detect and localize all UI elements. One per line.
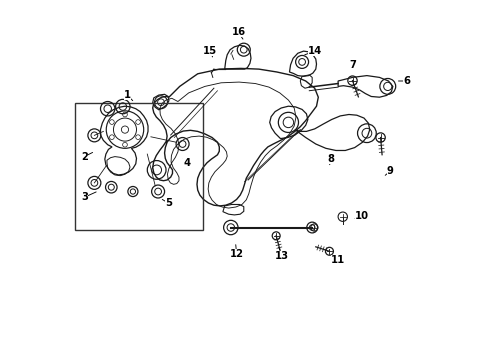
Text: 13: 13 — [275, 251, 289, 261]
Text: 12: 12 — [229, 249, 243, 259]
Text: 7: 7 — [348, 60, 355, 70]
Text: 2: 2 — [81, 152, 87, 162]
Text: 6: 6 — [402, 76, 409, 86]
Text: 5: 5 — [165, 198, 172, 208]
Bar — [75, 103, 203, 230]
Text: 16: 16 — [231, 27, 245, 37]
Text: 14: 14 — [307, 46, 321, 56]
Text: 10: 10 — [354, 211, 368, 221]
Text: 15: 15 — [202, 46, 216, 56]
Text: 8: 8 — [327, 154, 334, 164]
Text: 4: 4 — [183, 158, 190, 168]
Text: 1: 1 — [123, 90, 131, 100]
Text: 11: 11 — [330, 255, 345, 265]
Text: 3: 3 — [81, 192, 87, 202]
Text: 9: 9 — [386, 166, 393, 176]
